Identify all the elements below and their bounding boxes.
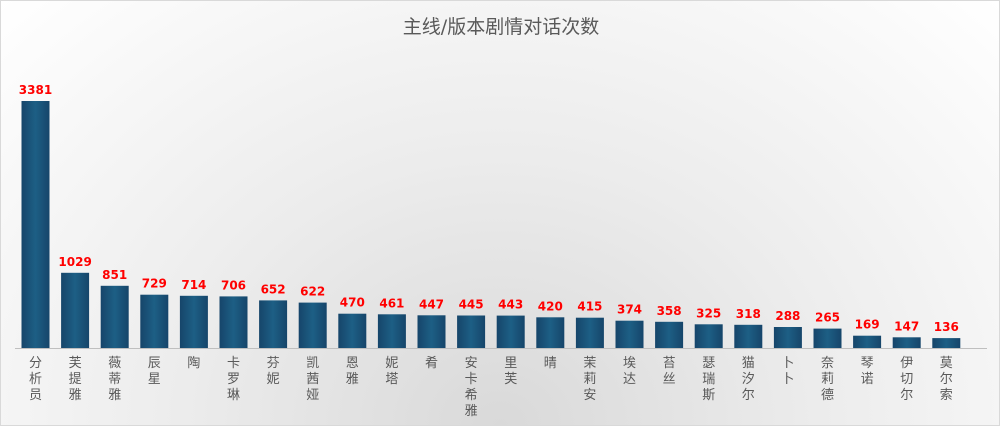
x-tick-label-奈莉德: 奈莉德 <box>821 356 834 403</box>
data-label-陶: 714 <box>181 278 206 292</box>
data-label-苔丝: 358 <box>657 304 682 318</box>
bar-凯茜娅 <box>298 302 327 348</box>
x-tick-label-琴诺: 琴诺 <box>861 356 874 387</box>
x-tick-label-妮塔: 妮塔 <box>385 356 398 387</box>
bar-里芙 <box>496 315 525 348</box>
x-tick-label-卡罗琳: 卡罗琳 <box>227 356 240 403</box>
x-tick-label-埃达: 埃达 <box>623 356 636 387</box>
bar-芙提雅 <box>61 272 90 348</box>
x-tick-label-猫汐尔: 猫汐尔 <box>742 356 755 403</box>
x-tick-label-辰星: 辰星 <box>148 356 161 387</box>
bar-茉莉安 <box>575 317 604 348</box>
x-tick-label-茉莉安: 茉莉安 <box>583 356 596 403</box>
bar-晴 <box>536 317 565 348</box>
data-label-分析员: 3381 <box>19 83 52 97</box>
x-tick-label-莫尔索: 莫尔索 <box>940 356 953 403</box>
bar-芬妮 <box>259 300 288 348</box>
bar-妮塔 <box>377 314 406 348</box>
data-label-恩雅: 470 <box>340 296 365 310</box>
x-tick-label-芙提雅: 芙提雅 <box>69 356 82 403</box>
data-label-薇蒂雅: 851 <box>102 268 127 282</box>
x-tick-label-卜卜: 卜卜 <box>781 356 794 387</box>
data-label-瑟瑞斯: 325 <box>696 306 721 320</box>
data-label-猫汐尔: 318 <box>736 307 761 321</box>
x-tick-label-芬妮: 芬妮 <box>267 356 280 387</box>
data-label-妮塔: 461 <box>379 296 404 310</box>
data-label-莫尔索: 136 <box>934 320 959 334</box>
data-label-辰星: 729 <box>142 277 167 291</box>
x-tick-label-晴: 晴 <box>544 356 557 371</box>
x-tick-label-瑟瑞斯: 瑟瑞斯 <box>702 356 715 403</box>
bar-猫汐尔 <box>734 324 763 348</box>
data-label-凯茜娅: 622 <box>300 285 325 299</box>
bar-奈莉德 <box>813 328 842 348</box>
data-label-安卡希雅: 445 <box>459 298 484 312</box>
x-tick-label-安卡希雅: 安卡希雅 <box>465 356 478 419</box>
bar-琴诺 <box>853 335 882 348</box>
x-tick-label-肴: 肴 <box>425 356 438 371</box>
bar-分析员 <box>21 101 50 348</box>
bar-卜卜 <box>773 327 802 348</box>
bar-苔丝 <box>655 321 684 348</box>
bar-安卡希雅 <box>457 315 486 348</box>
x-tick-label-苔丝: 苔丝 <box>663 356 676 387</box>
data-label-里芙: 443 <box>498 298 523 312</box>
x-tick-label-凯茜娅: 凯茜娅 <box>306 356 319 403</box>
x-tick-label-伊切尔: 伊切尔 <box>900 356 913 403</box>
bar-辰星 <box>140 294 169 348</box>
x-tick-label-分析员: 分析员 <box>29 356 42 403</box>
data-label-茉莉安: 415 <box>577 300 602 314</box>
x-tick-label-恩雅: 恩雅 <box>346 356 359 387</box>
bar-恩雅 <box>338 313 367 348</box>
bar-莫尔索 <box>932 338 961 348</box>
data-label-琴诺: 169 <box>855 318 880 332</box>
bar-薇蒂雅 <box>100 285 129 348</box>
chart-title: 主线/版本剧情对话次数 <box>402 16 600 38</box>
bar-伊切尔 <box>892 337 921 348</box>
bar-瑟瑞斯 <box>694 324 723 348</box>
data-label-奈莉德: 265 <box>815 311 840 325</box>
data-label-卡罗琳: 706 <box>221 278 246 292</box>
data-label-芙提雅: 1029 <box>58 255 91 269</box>
x-tick-label-薇蒂雅: 薇蒂雅 <box>108 356 121 403</box>
data-label-肴: 447 <box>419 297 444 311</box>
data-label-芬妮: 652 <box>261 282 286 296</box>
x-tick-label-陶: 陶 <box>187 355 200 371</box>
data-label-埃达: 374 <box>617 303 642 317</box>
bar-卡罗琳 <box>219 296 248 348</box>
data-label-伊切尔: 147 <box>894 319 919 333</box>
data-label-晴: 420 <box>538 299 563 313</box>
bar-陶 <box>179 295 208 348</box>
bar-肴 <box>417 315 446 348</box>
bar-埃达 <box>615 320 644 348</box>
data-label-卜卜: 288 <box>775 309 800 323</box>
x-tick-label-里芙: 里芙 <box>504 356 517 387</box>
